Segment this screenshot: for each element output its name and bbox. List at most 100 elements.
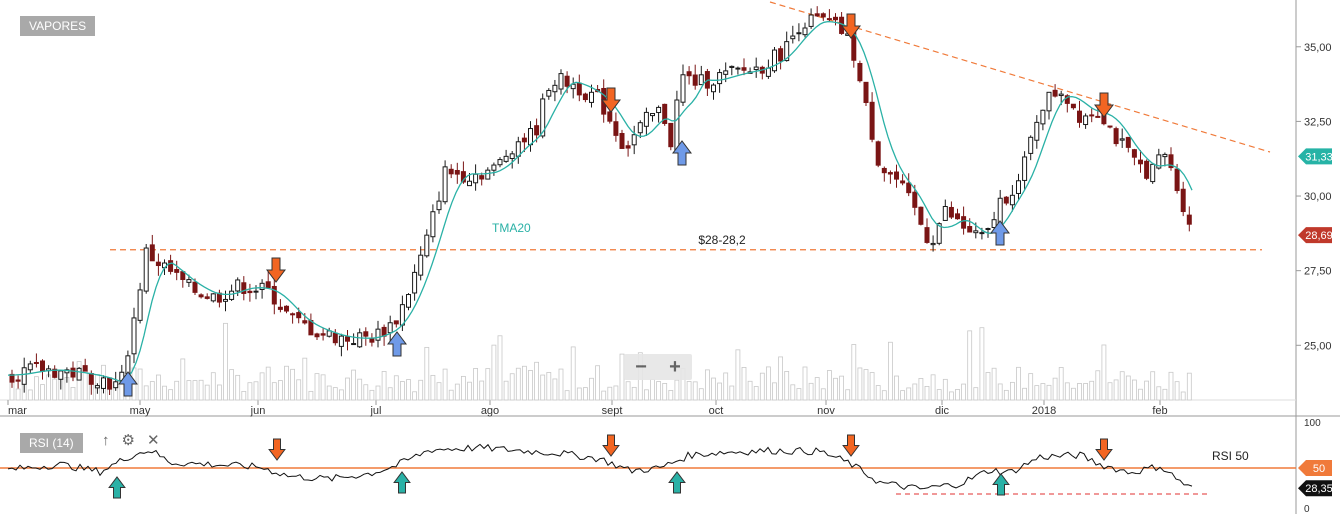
- x-tick-label: feb: [1152, 405, 1167, 417]
- volume-bar: [900, 390, 905, 401]
- volume-bar: [1034, 385, 1040, 401]
- volume-bar: [137, 368, 143, 401]
- volume-bar: [558, 368, 564, 401]
- rsi-value-tag-bg: [1298, 480, 1332, 497]
- candle-body: [308, 320, 314, 336]
- candle-body: [906, 182, 912, 194]
- rsi-buy-arrow: [108, 476, 126, 499]
- close-icon[interactable]: ✕: [146, 432, 160, 449]
- volume-bar: [979, 327, 985, 401]
- candle-body: [369, 337, 375, 343]
- volume-bar: [1010, 381, 1015, 401]
- candle-body: [418, 254, 424, 276]
- volume-bar: [1168, 371, 1174, 401]
- volume-bar: [1022, 387, 1027, 401]
- rsi-indicator-label[interactable]: RSI (14): [20, 433, 83, 453]
- volume-bar: [460, 375, 466, 401]
- buy-arrow: [118, 371, 138, 397]
- candle-body: [546, 89, 552, 97]
- zoom-in-button[interactable]: +: [669, 356, 681, 378]
- candle-body: [253, 290, 259, 293]
- volume-bar: [772, 382, 777, 401]
- current-price-tag-bg: [1298, 227, 1332, 244]
- candle-body: [997, 197, 1003, 224]
- candle-body: [741, 67, 747, 71]
- candle-body: [1144, 160, 1150, 179]
- volume-bar: [668, 390, 674, 401]
- candle-body: [576, 82, 582, 96]
- candle-body: [241, 282, 247, 294]
- candle-body: [857, 62, 863, 82]
- candle-body: [107, 377, 113, 390]
- candle-body: [186, 279, 192, 283]
- candle-body: [27, 363, 33, 371]
- candle-body: [1138, 159, 1143, 165]
- candle-body: [1016, 180, 1021, 194]
- volume-bar: [717, 382, 722, 401]
- gear-icon[interactable]: ⚙: [121, 432, 135, 449]
- volume-bar: [290, 368, 296, 401]
- sell-arrow: [601, 87, 621, 113]
- candle-body: [668, 122, 674, 148]
- volume-bar: [839, 375, 844, 401]
- candle-body: [473, 173, 479, 184]
- volume-bar: [894, 375, 899, 401]
- volume-bar: [631, 386, 637, 401]
- candle-body: [296, 312, 302, 319]
- candle-body: [534, 125, 540, 136]
- candle-body: [174, 269, 180, 273]
- volume-bar: [595, 365, 600, 401]
- candle-body: [1186, 214, 1192, 225]
- symbol-label[interactable]: VAPORES: [20, 16, 96, 36]
- candle-body: [424, 234, 430, 257]
- candle-body: [1156, 154, 1162, 169]
- zoom-out-button[interactable]: −: [635, 356, 647, 378]
- volume-bar: [399, 381, 405, 401]
- candle-body: [332, 332, 338, 344]
- volume-bar: [698, 388, 704, 401]
- candle-body: [290, 313, 296, 316]
- candle-body: [729, 65, 735, 68]
- volume-bar: [1113, 379, 1119, 401]
- volume-bar: [235, 374, 241, 401]
- x-tick-label: nov: [817, 405, 835, 417]
- volume-bar: [259, 372, 265, 401]
- trend-line: [769, 1, 1271, 153]
- move-up-icon[interactable]: ↑: [102, 432, 110, 449]
- volume-bar: [302, 357, 308, 401]
- candle-body: [753, 66, 759, 71]
- volume-bar: [686, 381, 692, 401]
- volume-bar: [991, 367, 997, 401]
- zoom-control: − +: [624, 354, 692, 380]
- candle-body: [985, 228, 991, 231]
- candle-body: [223, 298, 228, 302]
- y-tick-label: 35,00: [1304, 42, 1332, 54]
- volume-bar: [1138, 388, 1143, 401]
- volume-bar: [936, 389, 942, 401]
- candle-body: [820, 13, 826, 18]
- candle-body: [698, 74, 704, 86]
- volume-bar: [345, 377, 350, 401]
- volume-bar: [851, 344, 857, 401]
- volume-bar: [375, 385, 381, 401]
- volume-bar: [284, 365, 289, 401]
- volume-bar: [1077, 383, 1082, 401]
- volume-bar: [485, 368, 491, 401]
- volume-bar: [1083, 383, 1088, 401]
- volume-bar: [296, 379, 302, 401]
- volume-bar: [168, 389, 174, 401]
- candle-body: [570, 83, 576, 90]
- volume-bar: [46, 374, 51, 401]
- volume-bar: [741, 367, 747, 401]
- candle-body: [143, 247, 149, 292]
- volume-bar: [942, 378, 948, 401]
- candle-body: [900, 180, 906, 184]
- candle-body: [790, 35, 796, 40]
- volume-bar: [174, 380, 180, 401]
- volume-bar: [1071, 387, 1076, 401]
- candle-body: [1113, 128, 1119, 145]
- candle-body: [1064, 95, 1070, 104]
- volume-bar: [747, 380, 753, 401]
